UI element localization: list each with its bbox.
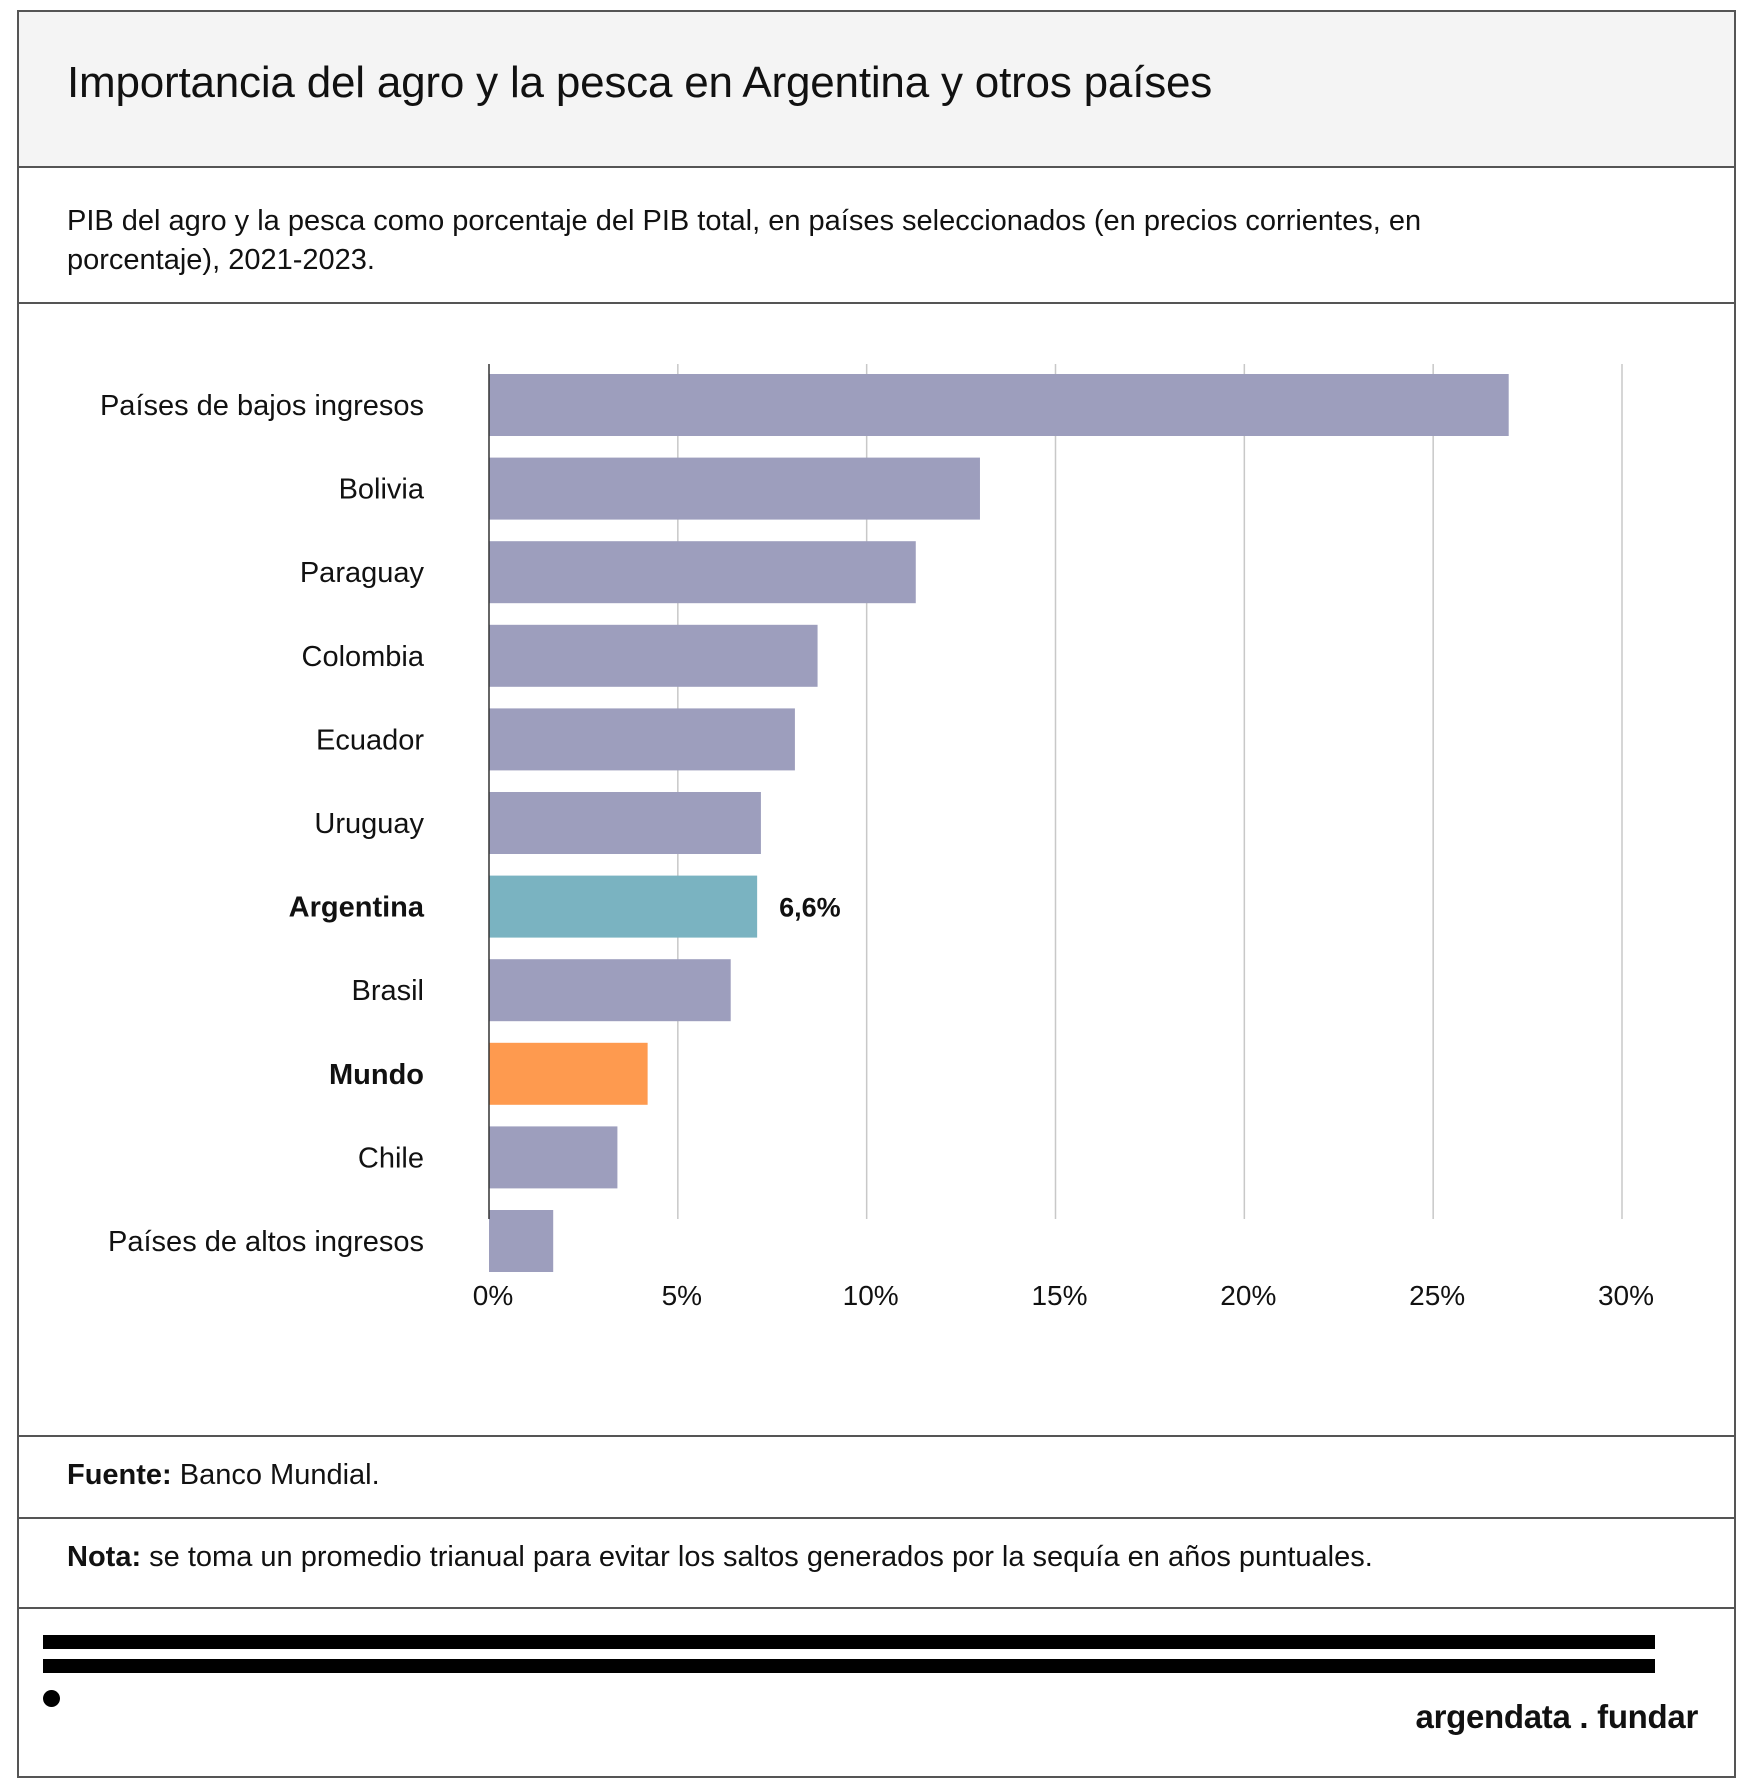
subtitle-section: PIB del agro y la pesca como porcentaje … — [19, 168, 1734, 304]
note-line: Nota: se toma un promedio trianual para … — [67, 1541, 1373, 1574]
category-label: Chile — [358, 1142, 424, 1174]
x-tick-label: 30% — [1598, 1280, 1654, 1311]
category-label: Bolivia — [339, 474, 425, 506]
x-tick-label: 25% — [1409, 1280, 1465, 1311]
bar — [489, 708, 795, 771]
category-label: Brasil — [351, 975, 424, 1007]
data-label: 6,6% — [779, 893, 841, 923]
note-label: Nota: — [67, 1541, 142, 1573]
bar-chart: 0% 5% 10% 15% 20% 25% 30% Países de bajos ingre… — [100, 364, 1654, 1311]
x-tick-label: 20% — [1220, 1280, 1276, 1311]
brand-stripes — [43, 1635, 1655, 1683]
bar — [489, 624, 818, 687]
header: Importancia del agro y la pesca en Argen… — [19, 12, 1734, 168]
category-label: Argentina — [289, 892, 425, 924]
chart-area: 0% 5% 10% 15% 20% 25% 30% Países de bajos ingre… — [19, 304, 1734, 1434]
source-line: Fuente: Banco Mundial. — [67, 1459, 380, 1492]
note-section: Nota: se toma un promedio trianual para … — [19, 1517, 1734, 1609]
chart-title: Importancia del agro y la pesca en Argen… — [67, 58, 1213, 107]
category-label: Países de altos ingresos — [108, 1226, 424, 1258]
bar — [489, 1042, 648, 1105]
brand-logo-text: argendata . fundar — [1415, 1698, 1699, 1735]
x-tick-label: 5% — [662, 1280, 702, 1311]
category-label: Ecuador — [316, 724, 424, 756]
note-text: se toma un promedio trianual para evitar… — [141, 1541, 1373, 1573]
brand-stripe-top — [43, 1635, 1655, 1649]
brand-dot — [43, 1690, 60, 1707]
source-label: Fuente: — [67, 1459, 172, 1491]
source-section: Fuente: Banco Mundial. — [19, 1435, 1734, 1519]
bar — [489, 1126, 618, 1189]
bar — [489, 959, 731, 1022]
brand-stripe-bottom — [43, 1659, 1655, 1673]
category-label: Países de bajos ingresos — [100, 390, 424, 422]
category-label: Paraguay — [300, 557, 425, 589]
bar — [489, 1210, 554, 1272]
category-label: Uruguay — [314, 808, 424, 840]
bar — [489, 541, 916, 604]
source-text: Banco Mundial. — [171, 1459, 380, 1491]
x-tick-label: 15% — [1031, 1280, 1087, 1311]
x-tick-label: 0% — [473, 1280, 513, 1311]
category-label: Mundo — [329, 1059, 424, 1091]
category-label: Colombia — [302, 641, 425, 673]
bar — [489, 875, 758, 938]
chart-subtitle: PIB del agro y la pesca como porcentaje … — [67, 205, 1422, 276]
bar — [489, 792, 761, 854]
bar — [489, 374, 1509, 436]
x-tick-label: 10% — [843, 1280, 899, 1311]
bar — [489, 457, 980, 520]
chart-card: Importancia del agro y la pesca en Argen… — [17, 10, 1736, 1778]
